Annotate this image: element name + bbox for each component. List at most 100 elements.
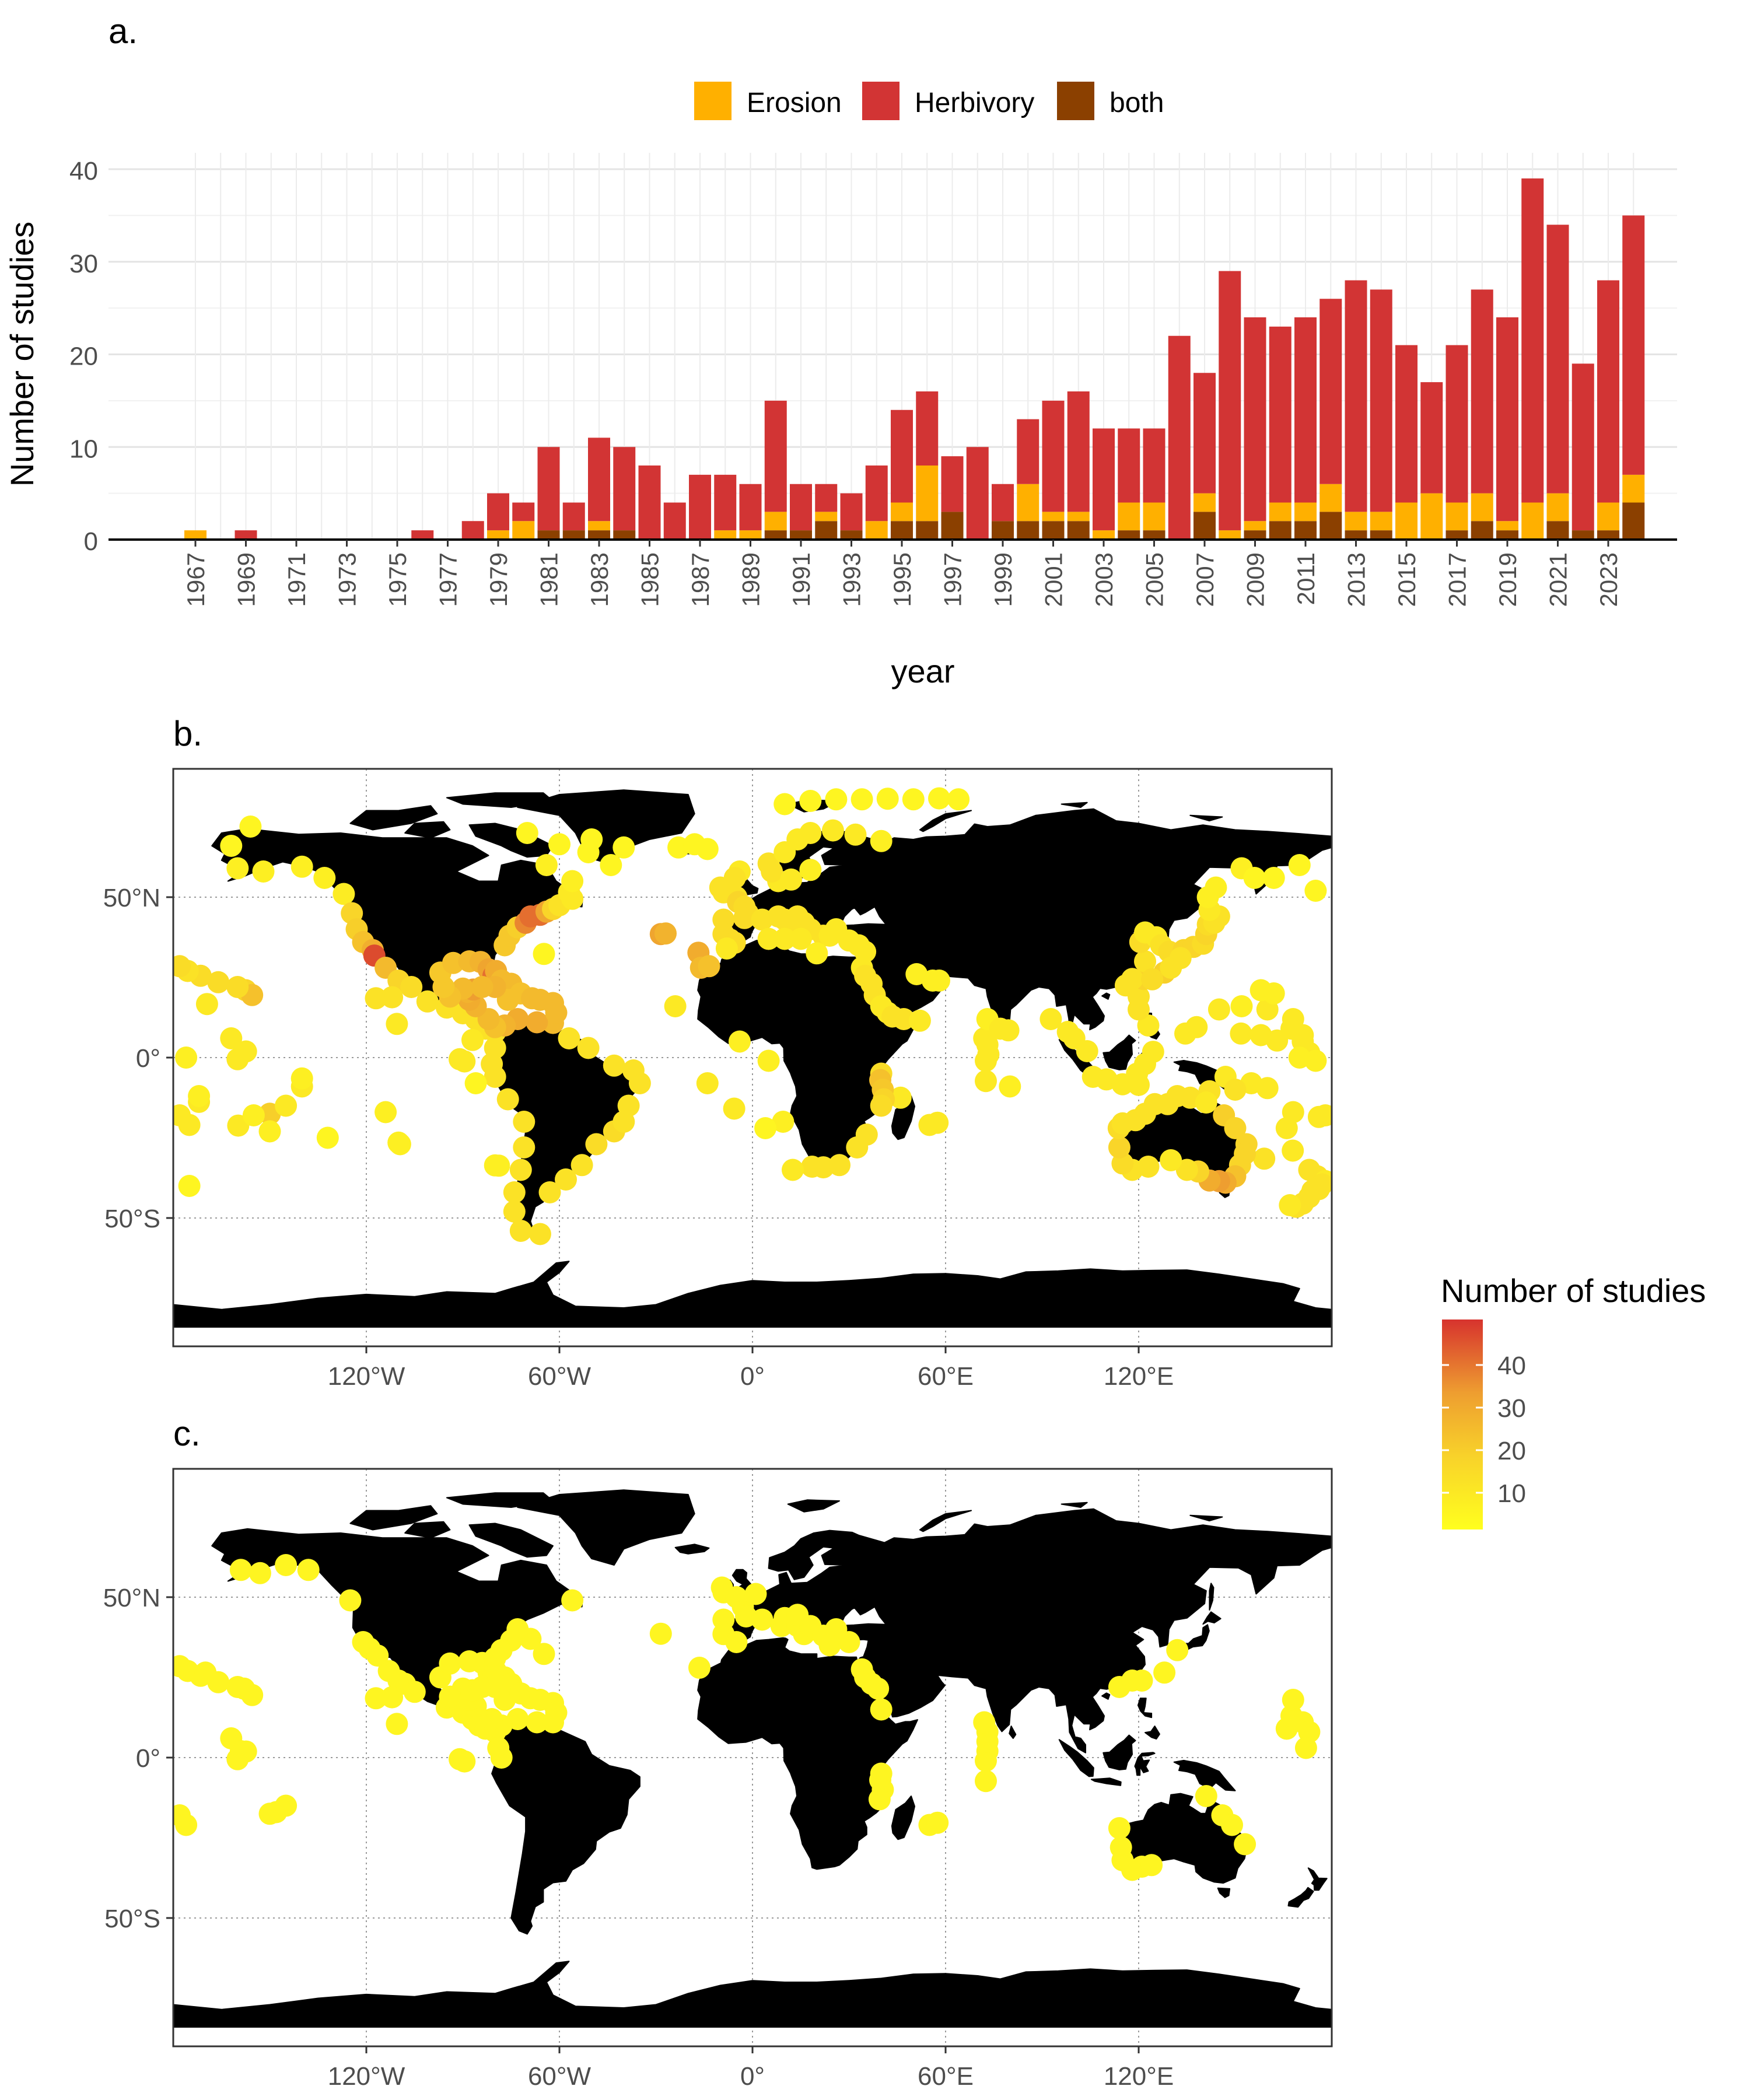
- study-site: [442, 951, 464, 974]
- study-site: [1169, 947, 1192, 970]
- study-site: [488, 1154, 510, 1177]
- study-site: [1282, 1008, 1304, 1030]
- study-site: [928, 787, 950, 810]
- bar-erosion-2010: [1269, 502, 1292, 522]
- bar-both-1982: [562, 530, 585, 540]
- study-site: [1205, 876, 1227, 899]
- study-site: [975, 1049, 997, 1072]
- study-site: [744, 1583, 767, 1605]
- land-polygon: [787, 1499, 840, 1513]
- x-tick-label: 1995: [888, 552, 916, 607]
- study-site: [723, 1097, 746, 1120]
- bar-herbivory-1990: [764, 400, 787, 512]
- study-site: [603, 1054, 625, 1077]
- x-tick-label: 1993: [838, 552, 866, 607]
- study-site: [173, 1655, 191, 1678]
- study-site: [799, 859, 822, 881]
- study-site: [548, 833, 570, 856]
- x-tick-label: 1999: [989, 552, 1017, 607]
- lon-tick-label: 120°E: [1104, 1362, 1174, 1391]
- legend-swatch-erosion: [694, 82, 732, 120]
- x-tick-label: 2019: [1494, 552, 1521, 607]
- study-site: [386, 1013, 408, 1035]
- x-axis-label: year: [891, 653, 955, 690]
- study-site: [926, 1811, 949, 1834]
- x-tick-label: 2023: [1595, 552, 1622, 607]
- study-site: [799, 822, 822, 844]
- lon-tick-label: 60°E: [918, 1362, 974, 1391]
- bar-herbivory-1998: [966, 447, 989, 540]
- bar-erosion-2002: [1067, 512, 1090, 522]
- study-site: [751, 1608, 774, 1631]
- y-tick-label: 40: [69, 157, 98, 186]
- study-site: [728, 1030, 751, 1053]
- bar-erosion-1995: [891, 502, 913, 522]
- study-site: [786, 1604, 809, 1626]
- bar-herbivory-1987: [689, 474, 711, 540]
- study-site: [846, 1136, 869, 1158]
- bar-erosion-1992: [815, 512, 838, 522]
- y-axis-label: Number of studies: [4, 222, 40, 487]
- study-site: [1076, 1040, 1098, 1062]
- study-site: [1130, 1670, 1153, 1692]
- study-site: [400, 976, 423, 998]
- study-site: [526, 1711, 548, 1734]
- study-site: [664, 995, 687, 1017]
- bar-both-2001: [1042, 521, 1065, 540]
- study-site: [175, 1046, 198, 1069]
- study-site: [1304, 880, 1327, 902]
- study-site: [876, 788, 899, 810]
- x-tick-label: 1979: [485, 552, 512, 607]
- color-tick-label: 40: [1497, 1352, 1526, 1380]
- study-site: [585, 1133, 608, 1156]
- study-site: [297, 1559, 320, 1581]
- study-site: [533, 1643, 555, 1665]
- lon-tick-label: 60°W: [528, 1362, 592, 1391]
- lon-tick-label: 0°: [740, 2062, 765, 2091]
- study-site: [366, 1644, 389, 1667]
- study-site: [973, 1711, 996, 1734]
- color-tick-label: 20: [1497, 1437, 1526, 1465]
- land-polygon: [697, 1637, 918, 1870]
- study-site: [889, 1086, 912, 1109]
- study-site: [526, 1011, 548, 1034]
- bar-erosion-2021: [1546, 493, 1569, 522]
- bar-both-2005: [1143, 530, 1166, 540]
- study-site: [381, 986, 404, 1009]
- bar-herbivory-2021: [1546, 225, 1569, 494]
- study-site: [1108, 1136, 1130, 1158]
- study-site: [461, 1028, 484, 1051]
- panel-c-tag: c.: [173, 1414, 201, 1453]
- study-site: [528, 1223, 551, 1245]
- bar-herbivory-1983: [588, 438, 610, 522]
- study-site: [242, 1104, 265, 1126]
- study-site: [542, 1711, 564, 1734]
- land-masses-c: [173, 1489, 1332, 2028]
- bar-herbivory-2013: [1345, 280, 1367, 512]
- bar-both-2018: [1471, 521, 1493, 540]
- study-site: [439, 1652, 461, 1675]
- land-polygon: [1307, 1867, 1328, 1891]
- land-polygon: [349, 805, 438, 831]
- study-site: [733, 907, 756, 929]
- study-site: [509, 1158, 532, 1181]
- map-content-b: [173, 769, 1332, 1346]
- bar-herbivory-2008: [1219, 271, 1241, 531]
- x-tick-label: 1985: [636, 552, 664, 607]
- study-site: [381, 1686, 404, 1709]
- study-site: [490, 1746, 513, 1769]
- bar-herbivory-1991: [790, 484, 812, 531]
- bar-herbivory-2000: [1017, 419, 1040, 484]
- bar-both-2024: [1622, 502, 1645, 540]
- land-polygon: [1102, 1734, 1136, 1770]
- study-site: [275, 1094, 298, 1117]
- bar-both-2000: [1017, 521, 1040, 540]
- study-site: [870, 1094, 892, 1117]
- map-content-c: [173, 1469, 1332, 2046]
- bar-herbivory-2009: [1244, 317, 1266, 522]
- study-site: [1256, 1077, 1279, 1100]
- color-legend-bar: [1442, 1320, 1483, 1530]
- study-site: [471, 976, 494, 998]
- x-tick-label: 2013: [1343, 552, 1370, 607]
